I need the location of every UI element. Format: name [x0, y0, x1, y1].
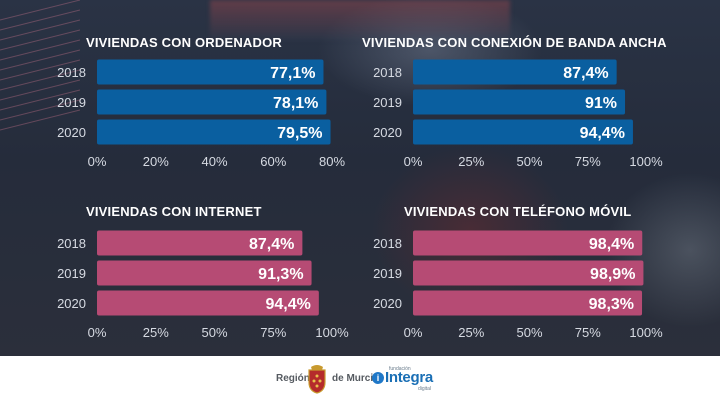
x-tick-label: 25%	[458, 154, 484, 169]
bar	[413, 290, 643, 316]
year-label: 2019	[57, 95, 86, 110]
bar-value-label: 78,1%	[273, 95, 318, 112]
bar-value-label: 77,1%	[270, 65, 315, 82]
x-tick-label: 0%	[88, 154, 107, 169]
chart-title-internet: VIVIENDAS CON INTERNET	[86, 204, 262, 219]
year-label: 2020	[373, 296, 402, 311]
x-tick-label: 50%	[201, 325, 227, 340]
x-tick-label: 50%	[516, 154, 542, 169]
x-tick-label: 75%	[260, 325, 286, 340]
bar-value-label: 87,4%	[563, 65, 608, 82]
x-tick-label: 75%	[575, 154, 601, 169]
x-tick-label: 100%	[629, 154, 663, 169]
year-label: 2018	[373, 236, 402, 251]
chart-title-telefono-movil: VIVIENDAS CON TELÉFONO MÓVIL	[404, 204, 632, 219]
bar	[413, 59, 617, 85]
region-logo-text-2: de Murcia	[332, 373, 379, 384]
chart-title-ordenador: VIVIENDAS CON ORDENADOR	[86, 35, 283, 50]
integra-logo-name: Integra	[385, 369, 433, 386]
x-tick-label: 75%	[575, 325, 601, 340]
x-tick-label: 60%	[260, 154, 286, 169]
year-label: 2019	[373, 95, 402, 110]
footer	[0, 356, 720, 405]
laptop-blur	[210, 0, 510, 40]
x-tick-label: 80%	[319, 154, 345, 169]
year-label: 2018	[57, 65, 86, 80]
bar	[97, 230, 303, 256]
integra-logo-prefix: fundación	[389, 366, 411, 372]
decorative-stripes	[0, 0, 80, 131]
integra-logo-icon: i	[372, 372, 384, 384]
year-label: 2020	[373, 125, 402, 140]
bar	[97, 260, 312, 286]
x-tick-label: 100%	[315, 325, 349, 340]
bar-value-label: 87,4%	[249, 236, 294, 253]
x-tick-label: 40%	[201, 154, 227, 169]
bar-value-label: 94,4%	[265, 296, 310, 313]
x-tick-label: 0%	[404, 325, 423, 340]
integra-logo-suffix: digital	[418, 386, 432, 392]
year-label: 2018	[373, 65, 402, 80]
x-tick-label: 25%	[143, 325, 169, 340]
x-tick-label: 0%	[88, 325, 107, 340]
region-shield-icon	[308, 365, 326, 394]
year-label: 2020	[57, 125, 86, 140]
bar-value-label: 91%	[585, 95, 617, 112]
bar	[413, 230, 643, 256]
x-tick-label: 0%	[404, 154, 423, 169]
bar	[97, 119, 331, 145]
bar	[97, 59, 324, 85]
bar	[97, 290, 319, 316]
chart-title-banda-ancha: VIVIENDAS CON CONEXIÓN DE BANDA ANCHA	[362, 35, 667, 50]
bar-value-label: 94,4%	[580, 125, 625, 142]
bar	[413, 260, 644, 286]
x-tick-label: 20%	[143, 154, 169, 169]
region-logo-text-1: Región	[276, 373, 310, 384]
bar-value-label: 98,4%	[589, 236, 634, 253]
year-label: 2019	[57, 266, 86, 281]
year-label: 2020	[57, 296, 86, 311]
bar	[413, 119, 633, 145]
x-tick-label: 50%	[516, 325, 542, 340]
bar-value-label: 98,3%	[589, 296, 634, 313]
x-tick-label: 100%	[629, 325, 663, 340]
bar	[97, 89, 327, 115]
bar	[413, 89, 626, 115]
bar-value-label: 79,5%	[277, 125, 322, 142]
bar-value-label: 91,3%	[258, 266, 303, 283]
year-label: 2018	[57, 236, 86, 251]
x-tick-label: 25%	[458, 325, 484, 340]
bar-value-label: 98,9%	[590, 266, 635, 283]
year-label: 2019	[373, 266, 402, 281]
